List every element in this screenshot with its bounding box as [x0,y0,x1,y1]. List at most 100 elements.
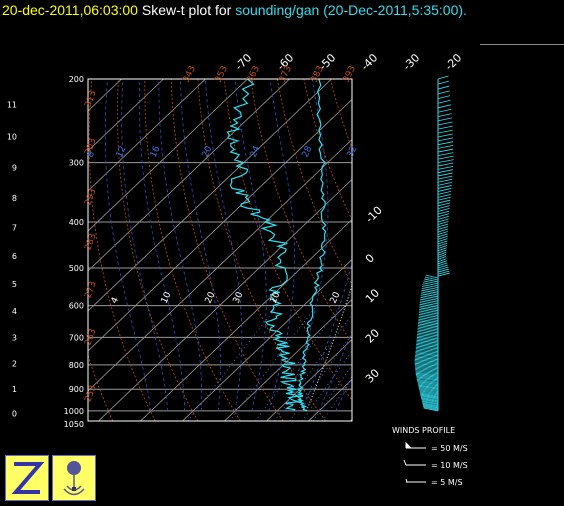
moist-adiabat-line [301,261,352,412]
moist-adiabat-line [335,374,352,412]
wind-barb [437,129,453,134]
wind-barb [414,358,439,363]
title-source-time: (20-Dec-2011,5:35:00). [323,2,467,18]
pressure-tick-label: 800 [69,361,84,370]
isotherm-line [88,79,290,272]
wind-barb [415,350,439,355]
wind-barb [414,361,439,366]
height-tick-label: 4 [12,307,17,316]
dry-adiabat-line [144,79,241,421]
wind-barb [437,95,451,100]
wind-barb [417,380,439,384]
wind-barb [437,185,452,189]
wind-barb [421,287,439,292]
wind-barb [414,356,439,361]
mixing-ratio-label: 16 [149,144,163,159]
wind-barb [416,378,439,383]
dry-adiabat-line [250,79,352,344]
wind-barb [418,317,439,321]
plot-title: 20-dec-2011,06:03:00 Skew-t plot for sou… [2,2,467,18]
wind-barb [437,175,453,180]
wind-barb [437,199,451,204]
zeus-logo[interactable] [5,455,49,501]
wind-barb [422,402,439,407]
balloon-logo[interactable] [52,455,96,501]
mixing-ratio-label-low: 20 [329,290,343,305]
wind-barb [437,254,447,258]
wind-legend-label-50: = 50 M/S [431,444,468,453]
wind-barb [437,210,450,215]
pressure-tick-label: 500 [69,264,84,273]
wind-barb [419,307,439,312]
dry-adiabat-line [223,79,352,401]
wind-barb [437,155,454,160]
title-rule [480,44,564,45]
pressure-tick-label: 600 [69,302,84,311]
wind-barb [437,213,450,218]
wind-barb [421,291,439,296]
temperature-profile-line [296,79,327,412]
isotherm-line [88,79,122,112]
dry-adiabat-label: 283 [83,232,98,252]
wind-barb [421,398,439,402]
plot-frame [87,78,353,422]
wind-barb [419,390,439,395]
height-tick-label: 2 [12,360,17,369]
wind-barb [421,289,439,294]
wind-barb [437,231,448,235]
dry-adiabat-line [88,79,156,421]
wind-barb [420,296,439,301]
wind-barb [420,295,439,299]
wind-barb [420,396,439,401]
dry-adiabat-line [384,79,564,421]
wind-barb [437,215,449,220]
wind-barb [437,165,454,170]
pressure-bottom-label: 1050 [64,420,84,429]
wind-barb [417,383,439,388]
mixing-ratio-label-mid: 10 [160,290,174,305]
wind-barb [437,233,448,238]
dry-adiabat-line [463,79,564,421]
wind-barb [416,377,439,382]
wind-barb [417,333,439,338]
wind-barb [416,344,439,348]
pressure-tick-label: 200 [69,75,84,84]
dry-adiabat-label: 313 [83,89,98,109]
theta-top-label: 353 [214,64,230,84]
wind-barb [437,75,449,80]
mixing-ratio-line [301,349,352,421]
weather-balloon-icon [63,461,85,496]
wind-barb [437,221,449,225]
mixing-ratio-label-low: 10 [269,290,283,305]
wind-barb [419,389,439,394]
wind-barb [415,367,439,372]
wind-barb [418,318,439,323]
wind-barb [416,336,439,341]
height-tick-label: 5 [12,280,17,289]
moist-adiabat-line [121,79,169,411]
wind-barb [421,400,439,404]
wind-barb [437,258,447,263]
wind-barb [437,264,448,269]
wind-barb [420,393,439,398]
wind-legend-barb-50 [405,441,426,449]
dry-adiabat-line [437,79,564,421]
dry-adiabat-line [170,79,284,421]
wind-barb [437,272,450,277]
wind-barb [437,117,453,122]
isotherm-right-label: 10 [363,287,382,306]
mixing-ratio-label: 32 [346,145,360,160]
wind-barb [418,321,439,326]
wind-barb [419,302,439,306]
dry-adiabat-line [357,79,564,421]
dry-adiabat-line [303,79,352,221]
isotherm-line [88,98,352,352]
title-timestamp: 20-dec-2011,06:03:00 [2,2,138,18]
wind-barb [437,191,452,195]
mixing-ratio-label: 24 [249,144,263,159]
wind-barb [437,262,448,267]
wind-barb [437,207,450,212]
wind-barb [416,338,439,343]
isotherm-right-label: 20 [363,327,382,346]
wind-barb [437,85,450,90]
